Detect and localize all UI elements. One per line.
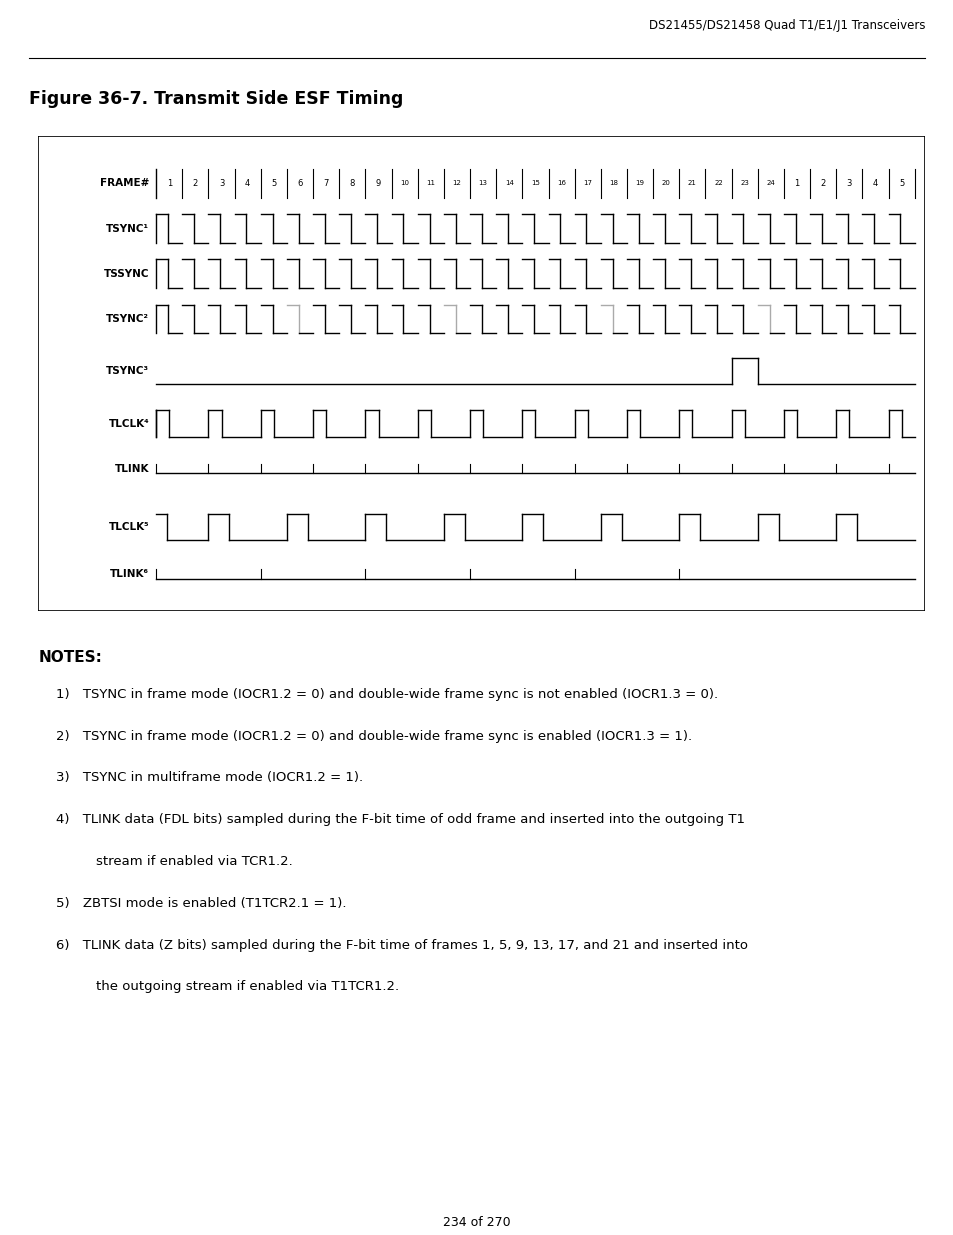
Text: 5: 5 (898, 179, 903, 188)
Text: the outgoing stream if enabled via T1TCR1.2.: the outgoing stream if enabled via T1TCR… (95, 981, 398, 993)
Text: TLCLK⁵: TLCLK⁵ (109, 521, 149, 532)
Text: 2) TSYNC in frame mode (IOCR1.2 = 0) and double-wide frame sync is enabled (IOCR: 2) TSYNC in frame mode (IOCR1.2 = 0) and… (56, 730, 691, 742)
Text: 1) TSYNC in frame mode (IOCR1.2 = 0) and double-wide frame sync is not enabled (: 1) TSYNC in frame mode (IOCR1.2 = 0) and… (56, 688, 718, 700)
Text: stream if enabled via TCR1.2.: stream if enabled via TCR1.2. (95, 855, 293, 868)
Text: 11: 11 (426, 180, 435, 186)
Text: 21: 21 (687, 180, 696, 186)
Text: 23: 23 (740, 180, 748, 186)
Text: 18: 18 (609, 180, 618, 186)
Text: 6: 6 (297, 179, 302, 188)
Text: TSYNC³: TSYNC³ (106, 367, 149, 377)
Text: 3) TSYNC in multiframe mode (IOCR1.2 = 1).: 3) TSYNC in multiframe mode (IOCR1.2 = 1… (56, 772, 363, 784)
Text: TLCLK⁴: TLCLK⁴ (109, 419, 149, 429)
Text: Figure 36-7. Transmit Side ESF Timing: Figure 36-7. Transmit Side ESF Timing (29, 90, 402, 107)
Text: 3: 3 (218, 179, 224, 188)
Text: 3: 3 (845, 179, 851, 188)
Text: 9: 9 (375, 179, 381, 188)
Text: TLINK: TLINK (114, 463, 149, 474)
Text: 1: 1 (167, 179, 172, 188)
Text: 22: 22 (714, 180, 722, 186)
Text: TSSYNC: TSSYNC (104, 269, 149, 279)
Text: 5: 5 (271, 179, 276, 188)
Text: TSYNC¹: TSYNC¹ (106, 224, 149, 233)
Text: NOTES:: NOTES: (38, 650, 102, 666)
Text: 4: 4 (872, 179, 877, 188)
Text: 4) TLINK data (FDL bits) sampled during the F-bit time of odd frame and inserted: 4) TLINK data (FDL bits) sampled during … (56, 813, 744, 826)
Text: 1: 1 (794, 179, 799, 188)
Text: 5) ZBTSI mode is enabled (T1TCR2.1 = 1).: 5) ZBTSI mode is enabled (T1TCR2.1 = 1). (56, 897, 346, 910)
Text: 234 of 270: 234 of 270 (443, 1216, 510, 1229)
Text: 2: 2 (193, 179, 198, 188)
Text: FRAME#: FRAME# (99, 178, 149, 189)
Text: TLINK⁶: TLINK⁶ (110, 569, 149, 579)
Text: 14: 14 (504, 180, 513, 186)
Text: 19: 19 (635, 180, 644, 186)
Text: 13: 13 (478, 180, 487, 186)
Text: 8: 8 (350, 179, 355, 188)
Text: 7: 7 (323, 179, 329, 188)
Text: 17: 17 (582, 180, 592, 186)
Text: 4: 4 (245, 179, 250, 188)
Text: 16: 16 (557, 180, 565, 186)
Text: 10: 10 (399, 180, 409, 186)
Text: 6) TLINK data (Z bits) sampled during the F-bit time of frames 1, 5, 9, 13, 17, : 6) TLINK data (Z bits) sampled during th… (56, 939, 747, 951)
Text: 20: 20 (661, 180, 670, 186)
Text: 12: 12 (452, 180, 461, 186)
Text: 2: 2 (820, 179, 825, 188)
Text: DS21455/DS21458 Quad T1/E1/J1 Transceivers: DS21455/DS21458 Quad T1/E1/J1 Transceive… (648, 19, 924, 32)
Text: 24: 24 (765, 180, 775, 186)
Text: 15: 15 (531, 180, 539, 186)
Text: TSYNC²: TSYNC² (106, 314, 149, 324)
